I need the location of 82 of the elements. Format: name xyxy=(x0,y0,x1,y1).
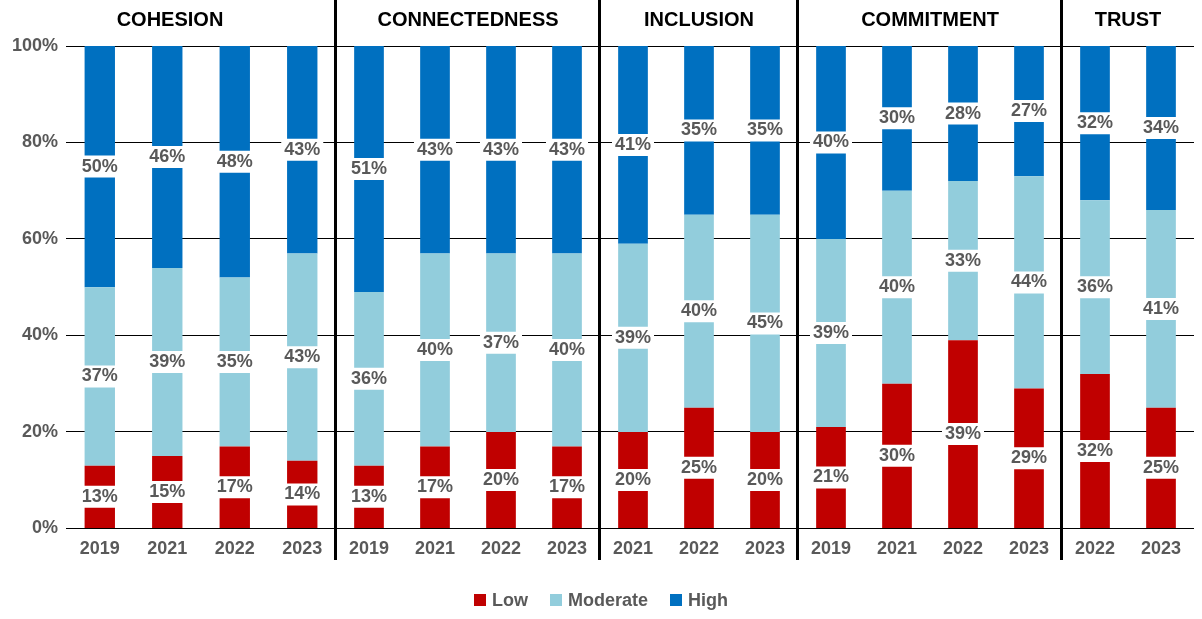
data-label: 40% xyxy=(878,276,916,297)
x-tick-label: 2021 xyxy=(612,538,654,559)
data-label: 36% xyxy=(1076,276,1114,297)
x-tick-label: 2019 xyxy=(348,538,390,559)
data-label: 36% xyxy=(350,367,388,388)
x-tick-label: 2021 xyxy=(414,538,456,559)
data-label: 21% xyxy=(812,466,850,487)
data-label: 20% xyxy=(746,468,784,489)
data-label: 43% xyxy=(284,138,321,159)
x-tick-label: 2022 xyxy=(214,538,255,559)
data-label: 50% xyxy=(81,155,118,176)
data-label: 35% xyxy=(680,119,718,140)
chart-title: COMMITMENT xyxy=(861,7,999,30)
data-label: 34% xyxy=(1142,116,1180,137)
data-label: 27% xyxy=(1010,100,1048,121)
data-label: 39% xyxy=(812,322,850,342)
data-label: 43% xyxy=(548,138,586,159)
x-tick-label: 2023 xyxy=(1140,538,1182,559)
data-label: 44% xyxy=(1010,271,1048,292)
legend-label: Low xyxy=(491,590,528,611)
chart-title: COHESION xyxy=(116,7,224,30)
x-tick-label: 2019 xyxy=(810,538,852,559)
data-label: 40% xyxy=(680,300,718,321)
x-tick-label: 2022 xyxy=(480,538,522,559)
data-label: 13% xyxy=(81,485,118,506)
x-tick-label: 2022 xyxy=(1074,538,1116,559)
chart-title: INCLUSION xyxy=(644,7,754,30)
data-label: 20% xyxy=(614,468,652,489)
data-label: 40% xyxy=(812,131,850,152)
data-label: 20% xyxy=(482,468,520,489)
y-tick-label: 60% xyxy=(22,227,59,248)
data-label: 43% xyxy=(284,346,321,367)
data-label: 33% xyxy=(944,249,982,270)
chart-title: TRUST xyxy=(1094,7,1162,30)
data-label: 48% xyxy=(216,150,253,171)
x-tick-label: 2021 xyxy=(876,538,918,559)
data-label: 17% xyxy=(548,476,586,497)
legend-label: High xyxy=(687,590,728,611)
data-label: 40% xyxy=(548,338,586,359)
data-label: 14% xyxy=(284,483,321,504)
data-label: 41% xyxy=(1142,297,1180,318)
data-label: 39% xyxy=(149,350,186,371)
legend-label: Moderate xyxy=(567,590,648,611)
data-label: 37% xyxy=(81,365,118,386)
x-tick-label: 2022 xyxy=(678,538,720,559)
data-label: 30% xyxy=(878,107,916,128)
x-tick-label: 2019 xyxy=(79,538,120,559)
y-tick-label: 0% xyxy=(32,517,59,538)
data-label: 39% xyxy=(944,423,982,444)
data-label: 41% xyxy=(614,133,652,154)
data-label: 43% xyxy=(416,138,454,159)
data-label: 43% xyxy=(482,138,520,159)
y-tick-label: 100% xyxy=(11,34,59,55)
data-label: 17% xyxy=(216,476,253,497)
data-label: 46% xyxy=(149,145,186,166)
y-tick-label: 40% xyxy=(22,324,59,345)
data-label: 51% xyxy=(350,157,388,178)
x-tick-label: 2023 xyxy=(1008,538,1050,559)
data-label: 39% xyxy=(614,326,652,347)
data-label: 30% xyxy=(878,444,916,465)
x-tick-label: 2023 xyxy=(744,538,786,559)
y-tick-label: 20% xyxy=(22,420,59,441)
data-label: 35% xyxy=(746,119,784,140)
x-tick-label: 2022 xyxy=(942,538,984,559)
data-label: 32% xyxy=(1076,439,1114,460)
data-label: 17% xyxy=(416,476,454,497)
x-tick-label: 2023 xyxy=(282,538,323,559)
data-label: 35% xyxy=(216,350,253,371)
data-label: 25% xyxy=(1142,456,1180,477)
y-tick-label: 80% xyxy=(22,131,59,152)
data-label: 29% xyxy=(1010,447,1048,468)
data-label: 40% xyxy=(416,338,454,359)
data-label: 15% xyxy=(149,480,186,501)
x-tick-label: 2021 xyxy=(147,538,188,559)
data-label: 25% xyxy=(680,456,718,477)
chart-title: CONNECTEDNESS xyxy=(377,7,559,30)
x-tick-label: 2023 xyxy=(546,538,588,559)
data-label: 45% xyxy=(746,312,784,333)
data-label: 32% xyxy=(1076,112,1114,133)
data-label: 13% xyxy=(350,485,388,506)
data-label: 28% xyxy=(944,102,982,123)
data-label: 37% xyxy=(482,331,520,352)
